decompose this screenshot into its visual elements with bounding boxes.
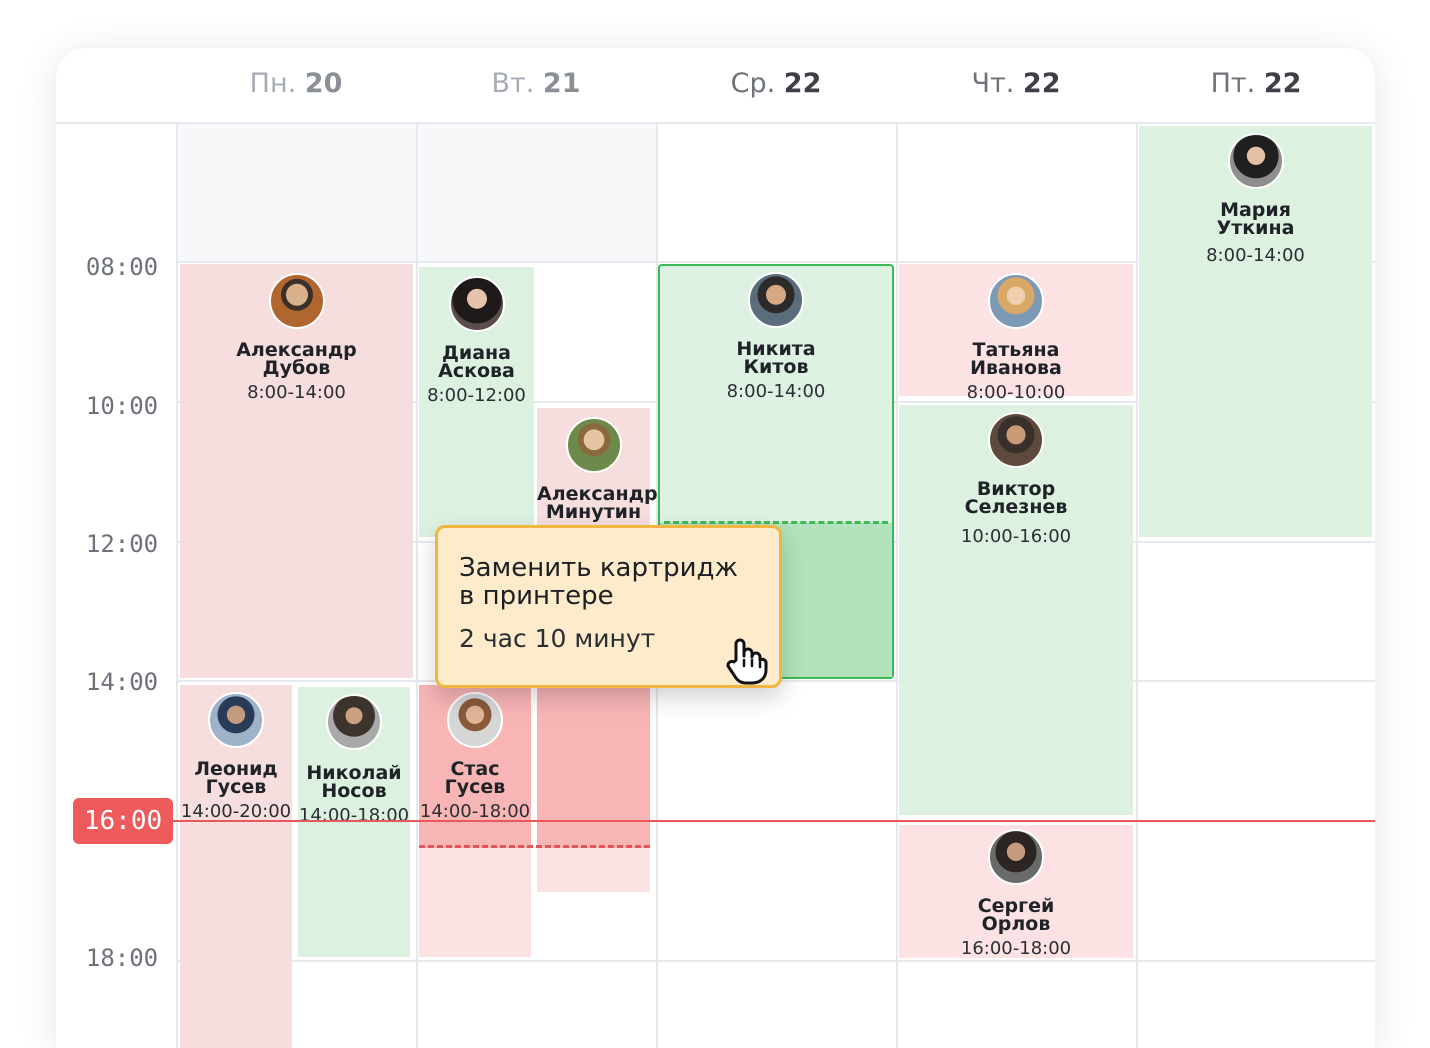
schedule-card: Пн. 20 Вт. 21 Ср. 22 Чт. 22 Пт. 22 08:00… <box>56 48 1375 1048</box>
event-name: Николай <box>306 762 402 784</box>
current-time-line <box>172 820 1375 822</box>
event-card[interactable]: Татьяна Иванова 8:00-10:00 <box>899 264 1133 403</box>
event-time: 8:00-10:00 <box>966 382 1066 403</box>
avatar <box>988 273 1044 329</box>
event-name: Носов <box>321 780 387 802</box>
avatar <box>208 692 264 748</box>
current-time-badge: 16:00 <box>73 798 173 844</box>
hand-pointer-icon <box>720 636 770 691</box>
progress-marker <box>419 845 650 848</box>
event-name: Уткина <box>1216 217 1295 239</box>
avatar <box>988 412 1044 468</box>
event-time: 8:00-14:00 <box>726 381 826 402</box>
day-header-wed[interactable]: Ср. 22 <box>656 68 896 99</box>
grid-vline <box>1136 124 1138 1048</box>
day-date: 22 <box>1263 68 1302 99</box>
day-name: Ср. <box>730 68 776 99</box>
grid-vline <box>416 124 418 1048</box>
day-date: 22 <box>783 68 822 99</box>
avatar <box>748 272 804 328</box>
day-date: 21 <box>542 68 581 99</box>
avatar <box>447 692 503 748</box>
event-name: Аскова <box>438 360 515 382</box>
event-name: Иванова <box>970 357 1062 379</box>
event-time: 10:00-16:00 <box>960 526 1072 547</box>
event-name: Диана <box>441 342 511 364</box>
task-tooltip: Заменить картридж в принтере 2 час 10 ми… <box>435 525 782 688</box>
event-time: 8:00-12:00 <box>427 385 526 406</box>
tooltip-duration: 2 час 10 минут <box>459 624 656 653</box>
day-date: 22 <box>1022 68 1061 99</box>
day-header-fri[interactable]: Пт. 22 <box>1136 68 1375 99</box>
day-date: 20 <box>304 68 343 99</box>
day-header-mon[interactable]: Пн. 20 <box>176 68 416 99</box>
tooltip-title: Заменить картридж <box>459 553 738 583</box>
day-header-thu[interactable]: Чт. 22 <box>896 68 1136 99</box>
event-time: 14:00-18:00 <box>419 801 531 822</box>
event-name: Гусев <box>444 776 506 798</box>
event-remaining <box>419 848 531 957</box>
event-time: 14:00-20:00 <box>180 801 292 822</box>
event-name: Никита <box>736 338 816 360</box>
event-card[interactable]: Сергей Орлов 16:00-18:00 <box>899 825 1133 959</box>
time-label: 12:00 <box>85 530 159 558</box>
event-name: Селезнев <box>964 496 1068 518</box>
avatar <box>448 276 505 332</box>
time-label: 10:00 <box>85 392 159 420</box>
event-card[interactable]: Александр Дубов 8:00-14:00 <box>180 264 413 678</box>
event-name: Татьяна <box>972 339 1060 361</box>
event-remaining <box>537 848 650 892</box>
event-name: Дубов <box>262 357 331 379</box>
avatar <box>988 829 1044 885</box>
event-name: Китов <box>743 356 809 378</box>
tooltip-title: в принтере <box>459 581 614 611</box>
event-name: Леонид <box>194 758 278 780</box>
event-time: 14:00-18:00 <box>298 805 410 826</box>
event-card[interactable]: Леонид Гусев 14:00-20:00 <box>180 685 292 1048</box>
event-name: Александр <box>236 339 357 361</box>
event-name: Гусев <box>205 776 267 798</box>
time-label: 18:00 <box>85 944 159 972</box>
grid-hline <box>176 960 1375 962</box>
event-time: 16:00-18:00 <box>960 938 1072 959</box>
event-card[interactable]: Виктор Селезнев 10:00-16:00 <box>899 405 1133 815</box>
event-name: Виктор <box>976 478 1056 500</box>
event-name: Стас <box>450 758 500 780</box>
event-overflow <box>537 685 650 848</box>
day-name: Вт. <box>491 68 535 99</box>
time-label: 08:00 <box>85 253 159 281</box>
grid-vline <box>176 124 178 1048</box>
header-divider <box>56 122 1375 124</box>
event-name: Мария <box>1220 199 1291 221</box>
day-name: Пт. <box>1210 68 1256 99</box>
event-name: Орлов <box>981 913 1051 935</box>
grid-hline <box>176 261 1375 263</box>
event-name: Сергей <box>977 895 1055 917</box>
avatar <box>565 417 622 473</box>
event-card[interactable]: Мария Уткина 8:00-14:00 <box>1139 126 1372 537</box>
event-card[interactable]: Диана Аскова 8:00-12:00 <box>419 267 534 537</box>
progress-marker <box>664 521 888 524</box>
event-name: Минутин <box>545 501 642 523</box>
event-card[interactable]: Николай Носов 14:00-18:00 <box>298 687 410 957</box>
avatar <box>268 273 325 329</box>
day-name: Пн. <box>249 68 297 99</box>
grid-vline <box>896 124 898 1048</box>
day-name: Чт. <box>971 68 1015 99</box>
event-name: Александр <box>537 483 658 505</box>
avatar <box>326 694 382 750</box>
event-time: 8:00-14:00 <box>247 382 346 403</box>
event-time: 8:00-14:00 <box>1206 245 1305 266</box>
event-card[interactable]: Стас Гусев 14:00-18:00 <box>419 685 531 848</box>
avatar <box>1227 133 1284 189</box>
day-header-tue[interactable]: Вт. 21 <box>416 68 656 99</box>
time-label: 14:00 <box>85 668 159 696</box>
